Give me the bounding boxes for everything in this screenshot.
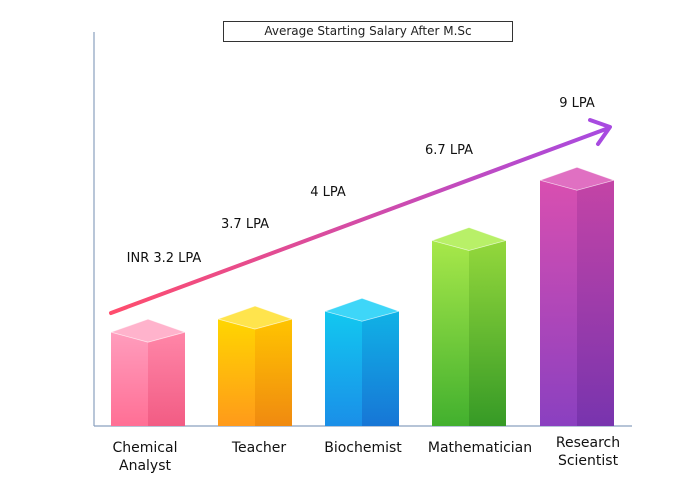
- data-label: 4 LPA: [310, 185, 346, 200]
- bar-side-face: [148, 332, 185, 426]
- x-tick-label: Chemical Analyst: [113, 440, 178, 474]
- bar-front-face: [540, 180, 577, 426]
- bar-front-face: [325, 311, 362, 426]
- trend-arrow-line: [109, 127, 608, 315]
- x-tick-label: Biochemist: [324, 440, 402, 456]
- bar-front-face: [432, 240, 469, 426]
- bar-5: [538, 166, 616, 426]
- x-tick-label: Mathematician: [428, 440, 532, 456]
- bar-top-face: [538, 166, 616, 191]
- bar-top-face: [430, 227, 508, 251]
- data-label: INR 3.2 LPA: [127, 251, 202, 266]
- bar-1: [109, 318, 187, 426]
- bar-side-face: [577, 180, 614, 426]
- x-tick-label: Teacher: [231, 440, 287, 456]
- bar-side-face: [469, 240, 506, 426]
- x-tick-label: Research Scientist: [556, 435, 620, 469]
- bar-4: [430, 227, 508, 426]
- bar-top-face: [323, 297, 401, 322]
- trend-arrow-head: [588, 118, 612, 146]
- bar-3: [323, 297, 401, 426]
- bar-front-face: [218, 319, 255, 426]
- chart-title: Average Starting Salary After M.Sc: [223, 21, 513, 42]
- bar-side-face: [362, 311, 399, 426]
- data-label: 9 LPA: [559, 96, 595, 111]
- bar-side-face: [255, 319, 292, 426]
- bar-top-face: [109, 318, 187, 343]
- bar-2: [216, 305, 294, 426]
- bar-front-face: [111, 332, 148, 426]
- data-label: 6.7 LPA: [425, 143, 473, 158]
- bar-top-face: [216, 305, 294, 330]
- data-label: 3.7 LPA: [221, 217, 269, 232]
